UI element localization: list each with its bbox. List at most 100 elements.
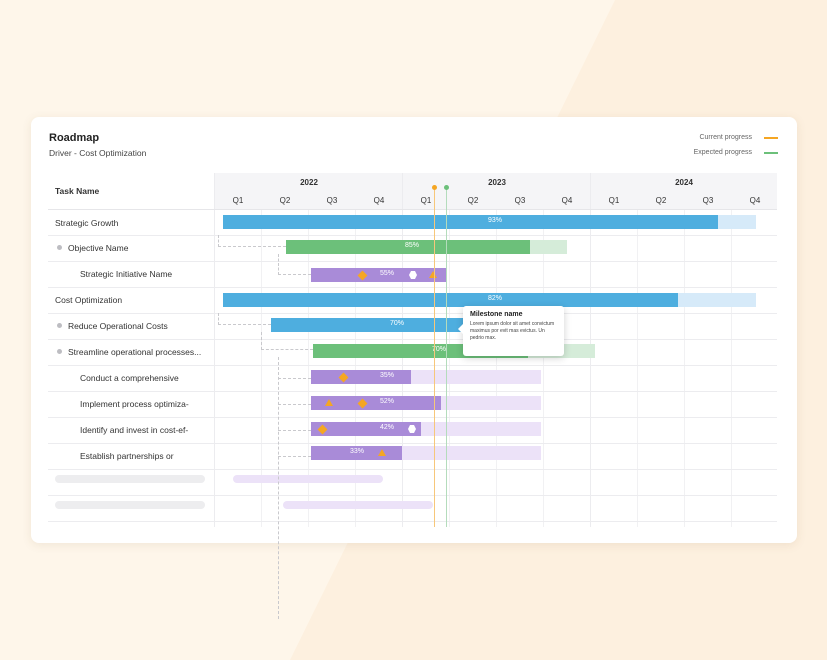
row-divider (48, 495, 777, 496)
milestone-hexagon-icon[interactable] (408, 425, 416, 433)
row-divider (48, 365, 777, 366)
year-label: 2024 (675, 178, 693, 187)
row-divider (48, 313, 777, 314)
quarter-label: Q1 (232, 196, 244, 205)
gantt-bar[interactable]: 82% (223, 293, 756, 307)
grid-line (496, 209, 497, 527)
row-divider (48, 417, 777, 418)
timeline-header (214, 173, 777, 209)
quarter-label: Q3 (514, 196, 526, 205)
expand-bullet-icon[interactable] (57, 349, 62, 354)
gantt-bar[interactable]: 33% (311, 446, 541, 460)
bar-progress (311, 422, 421, 436)
quarter-label: Q4 (561, 196, 573, 205)
page-subtitle: Driver - Cost Optimization (49, 148, 147, 158)
gantt-bar[interactable]: 52% (311, 396, 541, 410)
row-divider (48, 339, 777, 340)
quarter-label: Q2 (279, 196, 291, 205)
bar-progress (311, 268, 446, 282)
quarter-label: Q3 (702, 196, 714, 205)
grid-line (543, 209, 544, 527)
tooltip-body: Lorem ipsum dolor sit amet convictum max… (470, 321, 555, 341)
milestone-hexagon-icon[interactable] (409, 271, 417, 279)
row-divider (48, 235, 777, 236)
quarter-label: Q4 (749, 196, 761, 205)
task-name[interactable]: Identify and invest in cost-ef- (80, 425, 189, 435)
task-name-header: Task Name (55, 186, 100, 196)
gantt-bar[interactable]: 55% (311, 268, 446, 282)
row-divider (48, 391, 777, 392)
task-name[interactable]: Establish partnerships or (80, 451, 174, 461)
dependency-connector (261, 332, 313, 350)
dependency-connector (278, 357, 311, 619)
bar-percent: 70% (431, 346, 447, 353)
bar-progress (223, 215, 718, 229)
row-divider (48, 287, 777, 288)
tooltip-title: Milestone name (470, 311, 523, 318)
bar-percent: 33% (349, 448, 365, 455)
grid-line (637, 209, 638, 527)
dependency-connector (218, 313, 271, 325)
task-name[interactable]: Streamline operational processes... (68, 347, 202, 357)
bar-percent: 35% (379, 372, 395, 379)
gantt-bar[interactable]: 93% (223, 215, 756, 229)
task-name[interactable]: Strategic Initiative Name (80, 269, 173, 279)
bar-percent: 93% (487, 217, 503, 224)
placeholder-row (55, 475, 205, 483)
bar-progress (223, 293, 678, 307)
quarter-label: Q2 (467, 196, 479, 205)
bar-percent: 82% (487, 295, 503, 302)
task-name[interactable]: Objective Name (68, 243, 129, 253)
grid-line (308, 209, 309, 527)
dependency-connector (278, 404, 311, 405)
bar-progress (311, 370, 411, 384)
row-divider (48, 469, 777, 470)
current-progress-line (434, 187, 435, 527)
grid-line (449, 209, 450, 527)
expected-progress-marker[interactable] (444, 185, 449, 190)
legend-current-progress: Current progress (699, 134, 778, 141)
expand-bullet-icon[interactable] (57, 323, 62, 328)
placeholder-bar (283, 501, 433, 509)
gantt-grid: Task Name 2022 2023 2024 Q1 Q2 Q3 Q4 Q1 … (48, 173, 777, 619)
gantt-bar[interactable]: 35% (311, 370, 541, 384)
bar-progress (286, 240, 530, 254)
quarter-label: Q3 (326, 196, 338, 205)
placeholder-bar (233, 475, 383, 483)
bar-percent: 70% (389, 320, 405, 327)
page-title: Roadmap (49, 132, 100, 144)
task-name[interactable]: Reduce Operational Costs (68, 321, 168, 331)
current-progress-marker[interactable] (432, 185, 437, 190)
header-divider (48, 209, 777, 210)
milestone-triangle-icon[interactable] (429, 271, 437, 278)
gantt-bar[interactable]: 42% (311, 422, 541, 436)
task-name[interactable]: Strategic Growth (55, 218, 119, 228)
grid-line (355, 209, 356, 527)
row-divider (48, 443, 777, 444)
legend-swatch (764, 136, 778, 139)
year-label: 2022 (300, 178, 318, 187)
quarter-label: Q1 (608, 196, 620, 205)
row-divider (48, 521, 777, 522)
legend-expected-progress: Expected progress (694, 149, 778, 156)
dependency-connector (278, 254, 311, 275)
bar-percent: 55% (379, 270, 395, 277)
gantt-bar[interactable]: 85% (286, 240, 567, 254)
row-divider (48, 261, 777, 262)
task-name[interactable]: Conduct a comprehensive (80, 373, 179, 383)
milestone-triangle-icon[interactable] (378, 449, 386, 456)
dependency-connector (278, 456, 311, 457)
milestone-tooltip: Milestone name Lorem ipsum dolor sit ame… (458, 306, 564, 356)
expand-bullet-icon[interactable] (57, 245, 62, 250)
dependency-connector (278, 378, 311, 379)
bar-percent: 52% (379, 398, 395, 405)
bar-progress (311, 396, 441, 410)
bar-percent: 85% (404, 242, 420, 249)
task-name[interactable]: Implement process optimiza- (80, 399, 189, 409)
grid-line (731, 209, 732, 527)
task-name[interactable]: Cost Optimization (55, 295, 123, 305)
expected-progress-line (446, 187, 447, 527)
dependency-connector (218, 235, 286, 247)
milestone-triangle-icon[interactable] (325, 399, 333, 406)
dependency-connector (278, 430, 311, 431)
